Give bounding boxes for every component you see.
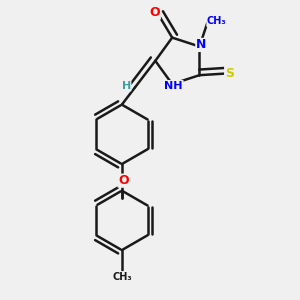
- Text: NH: NH: [164, 81, 183, 91]
- Text: CH₃: CH₃: [112, 272, 132, 282]
- Text: H: H: [122, 81, 131, 91]
- Text: N: N: [196, 38, 206, 51]
- Text: CH₃: CH₃: [207, 16, 226, 26]
- Text: O: O: [118, 174, 129, 187]
- Text: S: S: [225, 67, 234, 80]
- Text: O: O: [150, 6, 160, 19]
